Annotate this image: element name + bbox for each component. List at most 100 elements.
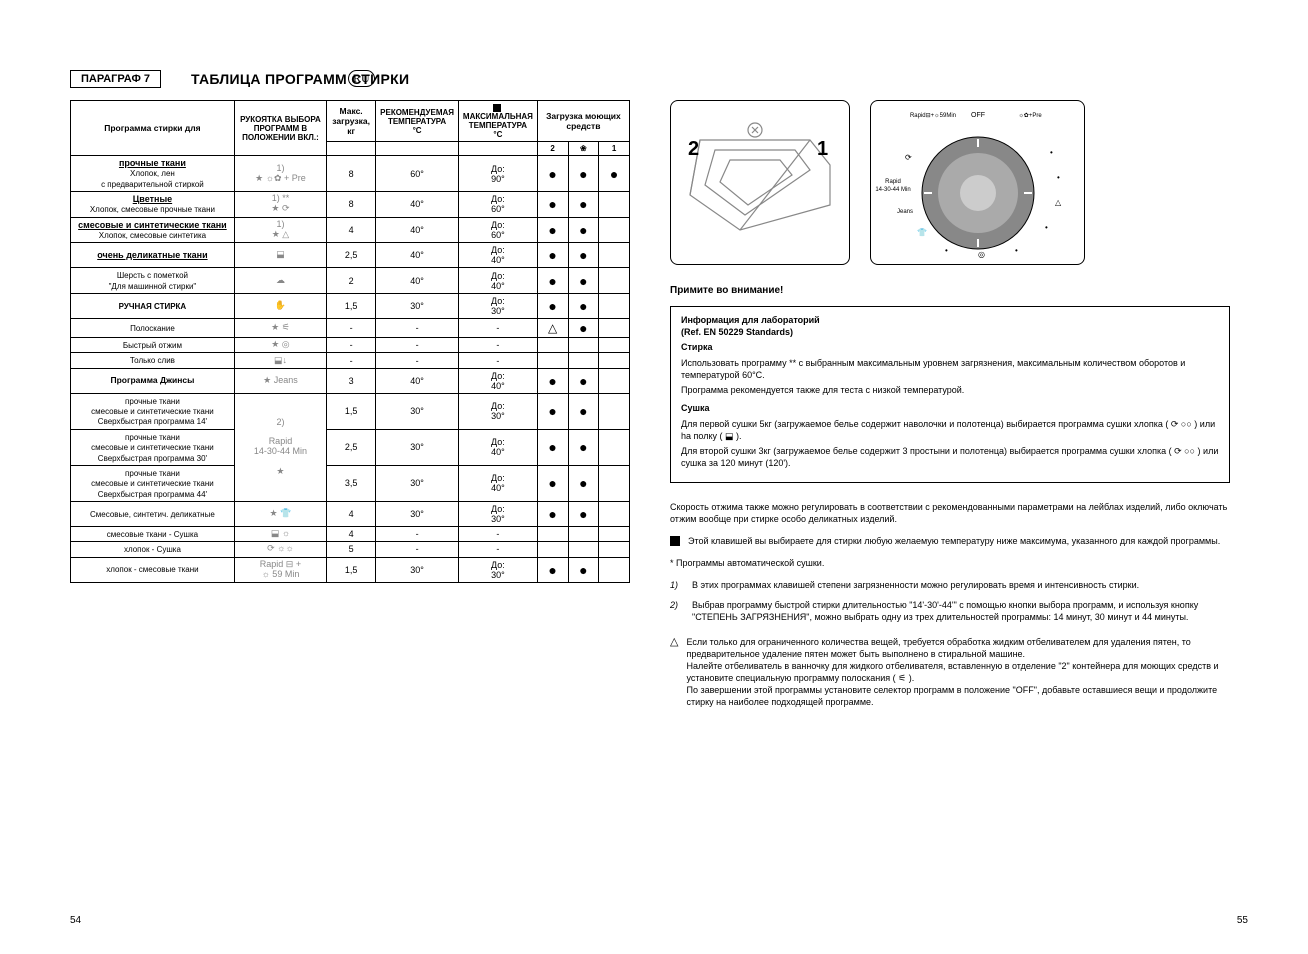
det2-cell: ● <box>537 156 568 192</box>
th-blank3 <box>459 142 538 156</box>
dial-cell: ★ ⚟ <box>234 319 326 338</box>
th-program: Программа стирки для <box>71 101 235 156</box>
rectemp-cell: 40° <box>376 268 459 294</box>
det1-cell <box>599 319 630 338</box>
note-1: 1) В этих программах клавишей степени за… <box>670 579 1230 591</box>
maxtemp-cell: До:40° <box>459 243 538 268</box>
th-det-2: 2 <box>537 142 568 156</box>
program-name-cell: прочные тканисмесовые и синтетические тк… <box>71 465 235 501</box>
note-2-num: 2) <box>670 599 684 623</box>
rectemp-cell: 40° <box>376 217 459 243</box>
det1-cell <box>599 501 630 526</box>
svg-text:2: 2 <box>688 138 699 160</box>
load-cell: 3,5 <box>327 465 376 501</box>
detf-cell: ● <box>568 368 599 393</box>
load-cell: 2,5 <box>327 429 376 465</box>
svg-text:14-30-44 Min: 14-30-44 Min <box>875 187 910 193</box>
det1-cell <box>599 353 630 368</box>
maxtemp-cell: До:40° <box>459 368 538 393</box>
load-cell: 4 <box>327 501 376 526</box>
table-row: Смесовые, синтетич. деликатные★ 👕430°До:… <box>71 501 630 526</box>
dial-cell: ★ ◎ <box>234 338 326 353</box>
rectemp-cell: 30° <box>376 557 459 582</box>
detf-cell: ● <box>568 217 599 243</box>
dry-text-2: Для второй сушки 3кг (загружаемое белье … <box>681 446 1219 469</box>
th-rectemp: РЕКОМЕНДУЕМАЯ ТЕМПЕРАТУРА°С <box>376 101 459 142</box>
triangle-note: △ Если только для ограниченного количест… <box>670 636 1230 709</box>
rectemp-cell: 40° <box>376 368 459 393</box>
det2-cell: ● <box>537 268 568 294</box>
det1-cell <box>599 542 630 557</box>
detf-cell: ● <box>568 429 599 465</box>
rectemp-cell: 30° <box>376 393 459 429</box>
rectemp-cell: 30° <box>376 429 459 465</box>
dial-cell: 1)★ ☼✿ + Pre <box>234 156 326 192</box>
svg-text:△: △ <box>1055 198 1062 207</box>
maxtemp-cell: До:90° <box>459 156 538 192</box>
th-det-1: 1 <box>599 142 630 156</box>
th-detergent: Загрузка моющих средств <box>537 101 629 142</box>
rectemp-cell: - <box>376 338 459 353</box>
svg-text:1: 1 <box>817 138 828 160</box>
th-det-flower: ❀ <box>568 142 599 156</box>
wash-heading: Стирка <box>681 342 1219 354</box>
detf-cell: ● <box>568 557 599 582</box>
right-page: 1 2 OFF Rapid⊟+☼59Min <box>670 70 1230 934</box>
program-name-cell: Только слив <box>71 353 235 368</box>
program-table: Программа стирки для РУКОЯТКА ВЫБОРА ПРО… <box>70 100 630 583</box>
table-row: РУЧНАЯ СТИРКА✋1,530°До:30°●● <box>71 294 630 319</box>
detf-cell: ● <box>568 192 599 218</box>
det2-cell: ● <box>537 217 568 243</box>
wash-text-1: Использовать программу ** с выбранным ма… <box>681 358 1219 381</box>
det2-cell: ● <box>537 501 568 526</box>
load-cell: 4 <box>327 526 376 541</box>
det2-cell <box>537 353 568 368</box>
dry-text-1: Для первой сушки 5кг (загружаемое белье … <box>681 419 1219 442</box>
program-name-cell: прочные тканиХлопок, ленс предварительно… <box>71 156 235 192</box>
load-cell: 8 <box>327 192 376 218</box>
det1-cell <box>599 368 630 393</box>
dial-cell: ⬓↓ <box>234 353 326 368</box>
det1-cell <box>599 192 630 218</box>
dial-cell: ★ 👕 <box>234 501 326 526</box>
svg-text:•: • <box>1015 246 1018 255</box>
rectemp-cell: 40° <box>376 192 459 218</box>
detf-cell: ● <box>568 465 599 501</box>
load-cell: 3 <box>327 368 376 393</box>
table-row: Только слив⬓↓--- <box>71 353 630 368</box>
detf-cell <box>568 338 599 353</box>
load-cell: 1,5 <box>327 294 376 319</box>
rectemp-cell: 30° <box>376 294 459 319</box>
detf-cell <box>568 542 599 557</box>
svg-text:•: • <box>1050 148 1053 157</box>
program-name-cell: Шерсть с пометкой"Для машинной стирки" <box>71 268 235 294</box>
page-number-left: 54 <box>70 915 81 926</box>
rectemp-cell: 30° <box>376 465 459 501</box>
detf-cell: ● <box>568 156 599 192</box>
rectemp-cell: - <box>376 526 459 541</box>
program-name-cell: хлопок - смесовые ткани <box>71 557 235 582</box>
load-cell: 1,5 <box>327 557 376 582</box>
rectemp-cell: 30° <box>376 501 459 526</box>
det1-cell <box>599 268 630 294</box>
load-cell: - <box>327 319 376 338</box>
det1-cell <box>599 465 630 501</box>
spin-note: Скорость отжима также можно регулировать… <box>670 501 1230 525</box>
det2-cell: ● <box>537 368 568 393</box>
th-maxtemp: МАКСИМАЛЬНАЯ ТЕМПЕРАТУРА°С <box>459 101 538 142</box>
th-dial: РУКОЯТКА ВЫБОРА ПРОГРАММ В ПОЛОЖЕНИИ ВКЛ… <box>234 101 326 156</box>
maxtemp-cell: - <box>459 338 538 353</box>
dry-heading: Сушка <box>681 403 1219 415</box>
wash-text-2: Программа рекомендуется также для теста … <box>681 385 1219 397</box>
table-row: прочные тканисмесовые и синтетические тк… <box>71 393 630 429</box>
maxtemp-cell: - <box>459 542 538 557</box>
table-row: прочные тканисмесовые и синтетические тк… <box>71 429 630 465</box>
program-name-cell: Программа Джинсы <box>71 368 235 393</box>
rectemp-cell: - <box>376 353 459 368</box>
det2-cell <box>537 542 568 557</box>
attention-heading: Примите во внимание! <box>670 285 1230 296</box>
program-name-cell: прочные тканисмесовые и синтетические тк… <box>71 393 235 429</box>
svg-text:👕: 👕 <box>917 228 927 237</box>
det1-cell <box>599 429 630 465</box>
table-row: Программа Джинсы★ Jeans340°До:40°●● <box>71 368 630 393</box>
